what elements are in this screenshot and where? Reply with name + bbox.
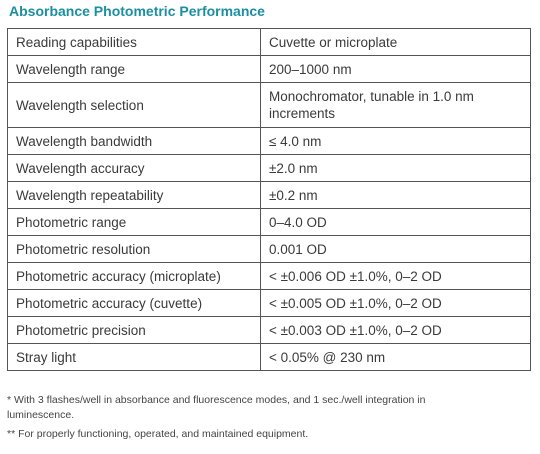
spec-value: 200–1000 nm (260, 55, 531, 83)
spec-value: < ±0.005 OD ±1.0%, 0–2 OD (260, 289, 531, 317)
spec-value: 0–4.0 OD (260, 208, 531, 236)
spec-name: Stray light (7, 343, 261, 371)
spec-name: Photometric range (7, 208, 261, 236)
spec-value: Cuvette or microplate (260, 28, 531, 56)
spec-value: Monochromator, tunable in 1.0 nm increme… (260, 82, 531, 128)
spec-name: Photometric accuracy (microplate) (7, 262, 261, 290)
spec-name: Wavelength bandwidth (7, 127, 261, 155)
spec-value: 0.001 OD (260, 235, 531, 263)
table-row: Stray light < 0.05% @ 230 nm (7, 343, 531, 371)
spec-name: Reading capabilities (7, 28, 261, 56)
spec-name: Photometric precision (7, 316, 261, 344)
table-body: Reading capabilities Cuvette or microplat… (7, 28, 531, 371)
spec-value: ±2.0 nm (260, 154, 531, 182)
spec-name: Wavelength accuracy (7, 154, 261, 182)
spec-value: < ±0.003 OD ±1.0%, 0–2 OD (260, 316, 531, 344)
footnote: ** For properly functioning, operated, a… (7, 428, 309, 440)
table-row: Wavelength repeatability ±0.2 nm (7, 181, 531, 209)
table-row: Photometric precision < ±0.003 OD ±1.0%, … (7, 316, 531, 344)
table-title: Absorbance Photometric Performance (9, 3, 265, 19)
spec-name: Wavelength selection (7, 82, 261, 128)
spec-table: Reading capabilities Cuvette or microplat… (7, 28, 531, 371)
spec-name: Photometric accuracy (cuvette) (7, 289, 261, 317)
spec-value: < ±0.006 OD ±1.0%, 0–2 OD (260, 262, 531, 290)
spec-name: Wavelength repeatability (7, 181, 261, 209)
spec-value: ≤ 4.0 nm (260, 127, 531, 155)
footnote: * With 3 flashes/well in absorbance and … (7, 394, 426, 421)
table-row: Photometric accuracy (cuvette) < ±0.005 O… (7, 289, 531, 317)
spec-value: ±0.2 nm (260, 181, 531, 209)
table-row: Photometric accuracy (microplate) < ±0.00… (7, 262, 531, 290)
spec-value: < 0.05% @ 230 nm (260, 343, 531, 371)
table-row: Wavelength selection Monochromator, tunab… (7, 82, 531, 128)
table-row: Photometric range 0–4.0 OD (7, 208, 531, 236)
table-row: Photometric resolution 0.001 OD (7, 235, 531, 263)
footnotes: * With 3 flashes/well in absorbance and … (7, 393, 487, 446)
spec-name: Wavelength range (7, 55, 261, 83)
table-row: Wavelength range 200–1000 nm (7, 55, 531, 83)
spec-name: Photometric resolution (7, 235, 261, 263)
table-row: Reading capabilities Cuvette or microplat… (7, 28, 531, 56)
table-row: Wavelength accuracy ±2.0 nm (7, 154, 531, 182)
table-row: Wavelength bandwidth ≤ 4.0 nm (7, 127, 531, 155)
